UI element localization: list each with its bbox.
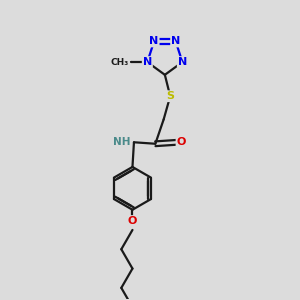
Text: N: N — [149, 37, 159, 46]
Text: S: S — [166, 91, 174, 101]
Text: methyl: methyl — [130, 61, 134, 62]
Text: O: O — [176, 137, 186, 147]
Text: N: N — [178, 57, 187, 67]
Text: O: O — [128, 216, 137, 226]
Text: N: N — [143, 57, 152, 67]
Text: CH₃: CH₃ — [111, 58, 129, 67]
Text: NH: NH — [113, 137, 131, 147]
Text: N: N — [171, 37, 180, 46]
